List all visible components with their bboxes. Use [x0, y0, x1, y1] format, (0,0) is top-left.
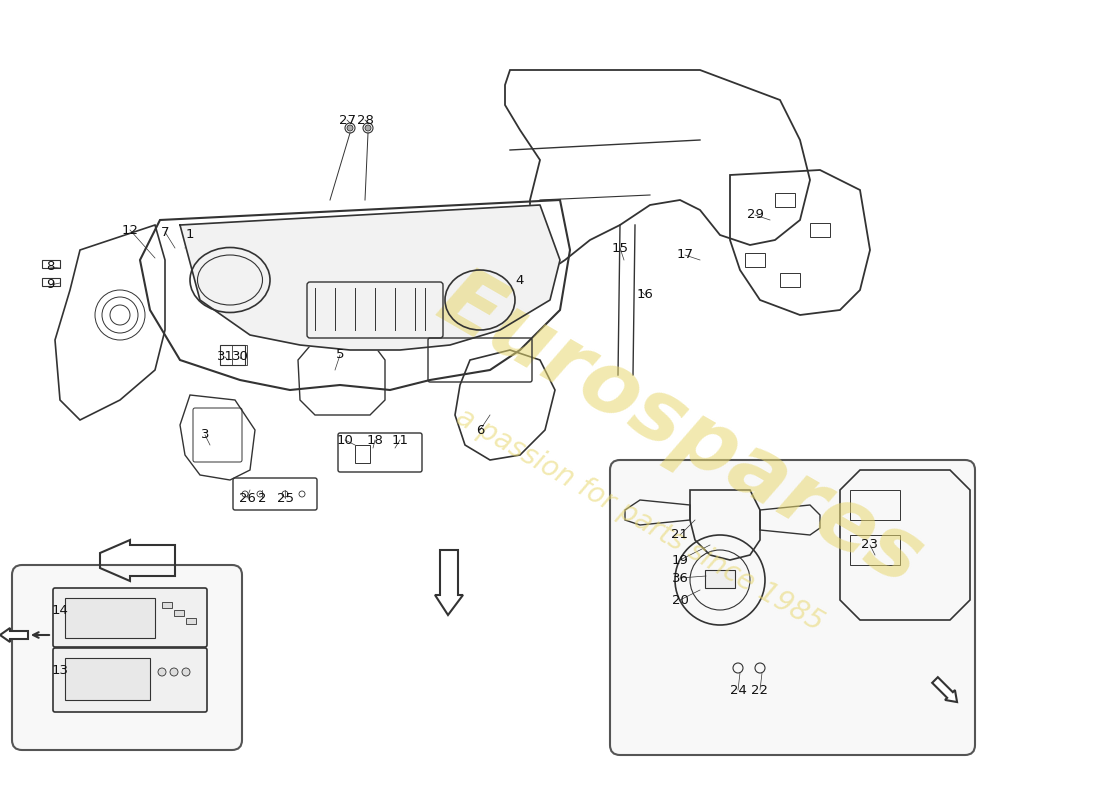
Text: 11: 11	[392, 434, 408, 446]
Text: 17: 17	[676, 249, 693, 262]
Text: 9: 9	[46, 278, 54, 291]
Text: 31: 31	[217, 350, 233, 363]
FancyBboxPatch shape	[53, 648, 207, 712]
Text: 36: 36	[672, 571, 689, 585]
Text: 15: 15	[612, 242, 628, 254]
Text: 20: 20	[672, 594, 689, 606]
Text: 24: 24	[729, 683, 747, 697]
Text: 19: 19	[672, 554, 689, 566]
Bar	[42, 278, 60, 286]
Text: 10: 10	[337, 434, 353, 446]
Bar	[174, 610, 184, 616]
Circle shape	[346, 125, 353, 131]
Text: 25: 25	[276, 491, 294, 505]
Text: 22: 22	[751, 683, 769, 697]
FancyBboxPatch shape	[610, 460, 975, 755]
FancyBboxPatch shape	[12, 565, 242, 750]
Bar	[850, 490, 900, 520]
Circle shape	[170, 668, 178, 676]
Text: 28: 28	[356, 114, 373, 126]
Bar	[186, 618, 196, 624]
Bar	[162, 602, 172, 608]
Text: a passion for parts since 1985: a passion for parts since 1985	[451, 403, 828, 637]
Text: 23: 23	[861, 538, 879, 551]
Text: 14: 14	[52, 603, 68, 617]
FancyArrow shape	[0, 628, 28, 642]
Bar	[65, 598, 155, 638]
Text: 7: 7	[161, 226, 169, 238]
Circle shape	[365, 125, 371, 131]
Bar	[355, 445, 370, 463]
Bar	[850, 535, 900, 565]
Text: Eurospares: Eurospares	[424, 258, 937, 602]
Text: 18: 18	[366, 434, 384, 446]
Circle shape	[158, 668, 166, 676]
Text: 16: 16	[637, 289, 653, 302]
Text: 13: 13	[52, 663, 68, 677]
Bar	[810, 223, 830, 237]
Bar	[705, 570, 735, 588]
Text: 3: 3	[200, 429, 209, 442]
Text: 29: 29	[747, 209, 763, 222]
Circle shape	[182, 668, 190, 676]
Text: 2: 2	[257, 491, 266, 505]
Text: 5: 5	[336, 349, 344, 362]
Polygon shape	[180, 205, 560, 350]
Bar	[232, 345, 248, 365]
Bar	[745, 253, 764, 267]
Text: 21: 21	[671, 529, 689, 542]
FancyArrow shape	[932, 677, 957, 702]
FancyBboxPatch shape	[53, 588, 207, 647]
Bar	[780, 273, 800, 287]
Text: 27: 27	[339, 114, 355, 126]
Text: 1: 1	[186, 229, 195, 242]
Bar	[776, 193, 795, 207]
Text: 30: 30	[232, 350, 249, 363]
Bar	[220, 345, 245, 365]
Text: 6: 6	[476, 423, 484, 437]
Text: 4: 4	[516, 274, 525, 286]
Text: 8: 8	[46, 261, 54, 274]
Text: 12: 12	[121, 223, 139, 237]
Text: 26: 26	[239, 491, 255, 505]
Bar	[65, 658, 150, 700]
Bar	[42, 260, 60, 268]
